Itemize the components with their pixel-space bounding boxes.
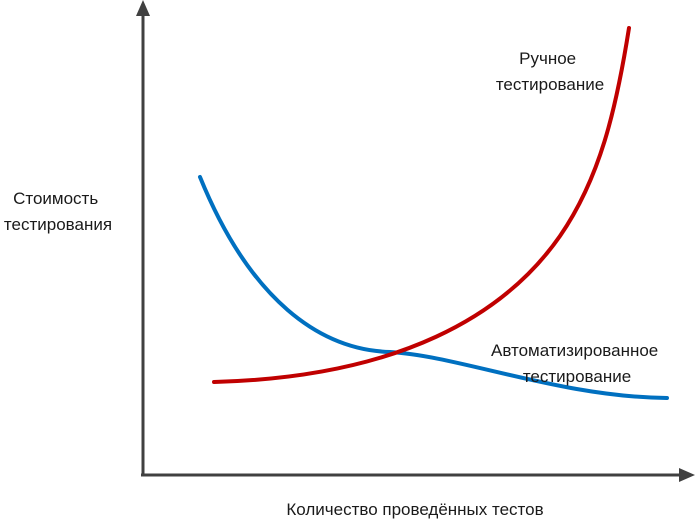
y-axis-label-line-1: Стоимость <box>13 189 98 208</box>
series-label-automated: Автоматизированное тестирование <box>491 341 663 386</box>
y-axis-label: Стоимость тестирования <box>4 189 112 234</box>
series-label-manual-line-2: тестирование <box>496 75 604 94</box>
series-label-automated-line-1: Автоматизированное <box>491 341 658 360</box>
y-axis-label-line-2: тестирования <box>4 215 112 234</box>
series-label-automated-line-2: тестирование <box>523 367 631 386</box>
series-line-automated <box>198 175 669 400</box>
y-axis-arrow <box>136 0 150 16</box>
series-label-manual-line-1: Ручное <box>519 49 576 68</box>
x-axis-arrow <box>679 468 695 482</box>
series-label-manual: Ручное тестирование <box>496 49 604 94</box>
series-line-manual <box>212 26 631 384</box>
x-axis-label: Количество проведённых тестов <box>286 500 543 519</box>
axes <box>136 0 695 482</box>
